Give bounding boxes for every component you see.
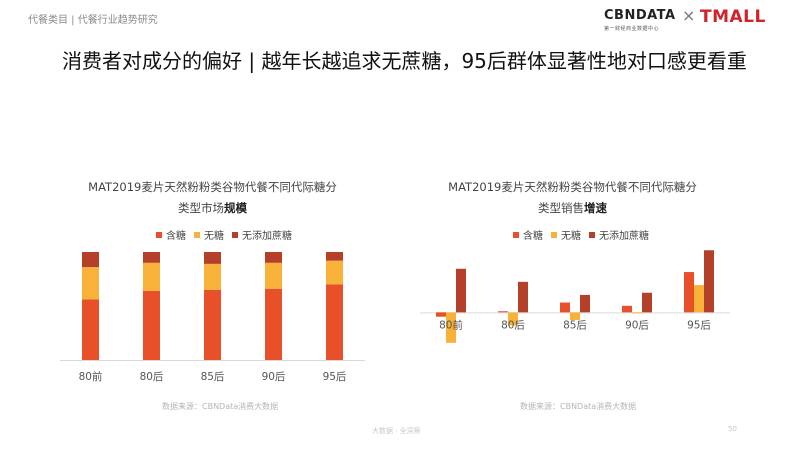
chart1-bar-sugar <box>265 288 282 360</box>
chart1-tick-label: 85后 <box>201 371 225 383</box>
chart2-title-line2-prefix: 类型销售 <box>538 201 584 215</box>
chart2-bar-no-sugar <box>632 312 642 314</box>
chart1-title-line2-prefix: 类型市场 <box>178 201 224 215</box>
chart2-bar-no-sugar <box>570 312 580 320</box>
legend2-swatch-no-sugar <box>551 231 557 238</box>
cbndata-logo-text: CBNDATA <box>604 8 676 23</box>
legend-item-sugar: 含糖 <box>156 227 186 242</box>
chart1-bar-no-added-sucrose <box>82 252 99 268</box>
chart1-title: MAT2019麦片天然粉粉类谷物代餐不同代际糖分 类型市场规模 <box>60 177 365 219</box>
legend-label-no-added-sucrose: 无添加蔗糖 <box>242 231 292 242</box>
chart2-source: 数据来源：CBNData消费大数据 <box>520 402 637 411</box>
chart1-plot: 80前 80后 85后 90后 95后 <box>60 252 365 383</box>
chart2-tick-label: 80后 <box>501 319 525 331</box>
chart2-bar-sugar <box>684 272 694 313</box>
legend-swatch-no-sugar <box>194 231 200 238</box>
legend2-item-no-added-sucrose: 无添加蔗糖 <box>589 227 649 242</box>
legend2-label-no-sugar: 无糖 <box>561 231 581 242</box>
legend2-item-sugar: 含糖 <box>513 227 543 242</box>
chart1-bar-sugar <box>204 289 221 360</box>
page-title: 消费者对成分的偏好 | 越年长越追求无蔗糖，95后群体显著性地对口感更看重 <box>62 49 747 73</box>
chart2-bar-sugar <box>622 305 632 313</box>
chart2-title-line2: 类型销售增速 <box>420 198 725 219</box>
chart2-bar-no-added-sucrose <box>518 281 528 313</box>
chart1-title-line2: 类型市场规模 <box>60 198 365 219</box>
chart1-tick-label: 80后 <box>140 371 164 383</box>
chart1-legend: 含糖 无糖 无添加蔗糖 <box>156 227 300 242</box>
chart1-bar-no-added-sucrose <box>326 252 343 261</box>
logo-separator: × <box>682 6 696 25</box>
chart2-bar-no-sugar <box>446 312 456 343</box>
chart2-plot: 80前 80后 85后 90后 95后 <box>420 250 730 343</box>
chart1-source: 数据来源：CBNData消费大数据 <box>162 402 279 411</box>
page-number: 50 <box>728 425 737 433</box>
chart2-tick-label: 90后 <box>625 319 649 331</box>
legend-item-no-sugar: 无糖 <box>194 227 224 242</box>
chart1-bar-no-added-sucrose <box>265 252 282 263</box>
chart2-title-line1: MAT2019麦片天然粉粉类谷物代餐不同代际糖分 <box>448 180 697 194</box>
chart1-bar-no-sugar <box>326 260 343 285</box>
chart2-legend: 含糖 无糖 无添加蔗糖 <box>513 227 657 242</box>
chart2-bar-sugar <box>560 302 570 313</box>
chart2-bar-no-added-sucrose <box>704 250 714 313</box>
legend2-label-no-added-sucrose: 无添加蔗糖 <box>599 231 649 242</box>
chart2-bar-sugar <box>498 311 508 313</box>
chart2-bar-no-sugar <box>508 312 518 326</box>
chart1-bar-sugar <box>326 284 343 360</box>
chart2-bar-sugar <box>436 312 446 317</box>
chart2-tick-label: 80前 <box>439 318 463 331</box>
chart1-bar-no-added-sucrose <box>143 252 160 263</box>
chart1-title-line2-bold: 规模 <box>224 201 247 215</box>
cbndata-logo: CBNDATA <box>604 8 676 23</box>
chart1-tick-label: 80前 <box>79 370 103 383</box>
legend2-swatch-no-added-sucrose <box>589 231 595 238</box>
chart2-bar-no-added-sucrose <box>456 268 466 313</box>
legend-swatch-no-added-sucrose <box>232 231 238 238</box>
legend2-label-sugar: 含糖 <box>523 231 543 242</box>
legend2-swatch-sugar <box>513 231 519 238</box>
cbndata-logo-subtitle: 第一财经商业数据中心 <box>604 26 660 32</box>
chart1-tick-label: 95后 <box>323 371 347 383</box>
chart1-tick-label: 90后 <box>262 371 286 383</box>
chart1-bar-no-sugar <box>204 263 221 290</box>
chart1-bar-sugar <box>82 299 99 360</box>
logo-group: CBNDATA 第一财经商业数据中心 × TMALL <box>604 6 774 38</box>
chart1-bar-sugar <box>143 290 160 360</box>
tmall-logo: TMALL <box>700 7 766 27</box>
chart2-title-line2-bold: 增速 <box>584 201 607 215</box>
chart1-bar-no-sugar <box>143 262 160 291</box>
chart1-title-line1: MAT2019麦片天然粉粉类谷物代餐不同代际糖分 <box>88 180 337 194</box>
chart1-bar-no-sugar <box>265 262 282 289</box>
chart2-title: MAT2019麦片天然粉粉类谷物代餐不同代际糖分 类型销售增速 <box>420 177 725 219</box>
legend-swatch-sugar <box>156 231 162 238</box>
legend-label-sugar: 含糖 <box>166 231 186 242</box>
chart2-tick-label: 85后 <box>563 319 587 331</box>
footer-slogan: 大数据 · 全洞察 <box>372 427 421 435</box>
chart1-bar-no-sugar <box>82 267 99 300</box>
chart2-bar-no-sugar <box>694 285 704 313</box>
chart2-bar-no-added-sucrose <box>580 294 590 313</box>
chart1-bar-no-added-sucrose <box>204 252 221 264</box>
chart2-bar-no-added-sucrose <box>642 292 652 313</box>
breadcrumb: 代餐类目 | 代餐行业趋势研究 <box>28 15 158 26</box>
legend-label-no-sugar: 无糖 <box>204 231 224 242</box>
chart2-tick-label: 95后 <box>687 319 711 331</box>
legend-item-no-added-sucrose: 无添加蔗糖 <box>232 227 292 242</box>
legend2-item-no-sugar: 无糖 <box>551 227 581 242</box>
